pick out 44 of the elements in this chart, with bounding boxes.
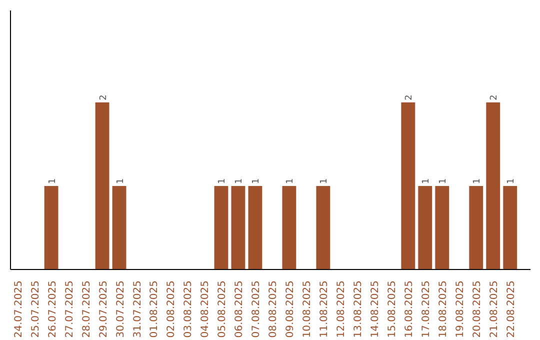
x-tick-label: 04.08.2025 [200, 280, 212, 338]
data-label: 2 [490, 94, 500, 100]
x-tick-label: 19.08.2025 [455, 280, 466, 338]
x-tick-label: 15.08.2025 [387, 280, 398, 338]
x-tick-label: 14.08.2025 [370, 280, 382, 338]
x-tick-label: 29.07.2025 [98, 280, 110, 338]
x-tick-label: 02.08.2025 [166, 280, 178, 338]
x-tick-label: 07.08.2025 [251, 280, 262, 338]
x-tick-label: 27.07.2025 [64, 280, 76, 338]
x-tick-label: 05.08.2025 [217, 280, 228, 338]
data-label: 1 [320, 178, 330, 184]
x-tick-label: 03.08.2025 [183, 280, 194, 338]
data-label: 1 [286, 178, 296, 184]
x-tick-label: 16.08.2025 [404, 280, 416, 338]
data-label: 1 [438, 178, 449, 184]
x-tick-label: 25.07.2025 [30, 280, 42, 338]
data-label: 2 [98, 94, 109, 100]
data-label: 1 [116, 178, 126, 184]
x-tick-label: 11.08.2025 [319, 280, 330, 338]
data-label: 2 [404, 94, 415, 100]
x-tick-label: 06.08.2025 [234, 280, 246, 338]
x-tick-label: 13.08.2025 [353, 280, 364, 338]
x-tick-label: 31.07.2025 [132, 280, 144, 338]
x-tick-label: 26.07.2025 [47, 280, 58, 338]
x-tick-label: 21.08.2025 [489, 280, 500, 338]
x-tick-label: 30.07.2025 [115, 280, 126, 338]
x-tick-label: 18.08.2025 [438, 280, 450, 338]
x-tick-label: 09.08.2025 [285, 280, 296, 338]
x-tick-label: 17.08.2025 [421, 280, 432, 338]
x-tick-label: 10.08.2025 [302, 280, 314, 338]
data-label: 1 [234, 178, 245, 184]
x-tick-label: 08.08.2025 [268, 280, 280, 338]
data-label: 1 [506, 178, 517, 184]
data-label: 1 [218, 178, 228, 184]
x-tick-label: 28.07.2025 [81, 280, 92, 338]
x-tick-label: 24.07.2025 [13, 280, 24, 338]
x-tick-label: 12.08.2025 [336, 280, 348, 338]
x-tick-label: 22.08.2025 [506, 280, 518, 338]
data-label: 1 [252, 178, 262, 184]
data-label: 1 [422, 178, 432, 184]
x-tick-label: 20.08.2025 [472, 280, 484, 338]
data-label: 1 [48, 178, 58, 184]
data-label: 1 [472, 178, 483, 184]
x-tick-label: 01.08.2025 [149, 280, 160, 338]
